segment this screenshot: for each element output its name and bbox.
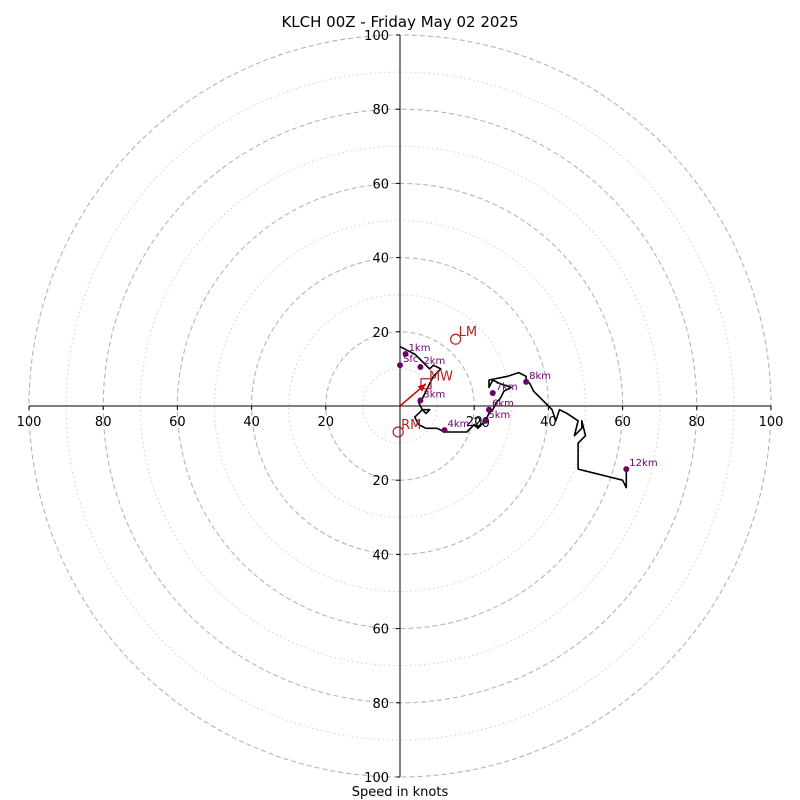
storm-motion-label-RM: RM [401,418,421,433]
x-tick-label: 20 [318,415,335,430]
axes: 100 100 80 80 60 60 40 40 20 20 20 20 40 40 60 60 80 80 10… [17,29,784,786]
x-tick-label: 40 [540,415,557,430]
x-tick-label: 20 [466,415,483,430]
shear-arrow-head [417,383,426,392]
y-tick-label: 60 [372,177,389,192]
height-label-Sfc: Sfc [403,354,418,365]
x-axis-label: Speed in knots [352,785,449,800]
storm-motions: LM MW RM [392,325,477,438]
x-tick-label: 40 [243,415,260,430]
y-tick-label: 20 [372,326,389,341]
height-marker-8km [523,378,530,385]
y-tick-label: 80 [372,103,389,118]
height-marker-5km [482,417,489,424]
storm-motion-MW [420,378,432,390]
y-tick-label: 40 [372,252,389,267]
y-tick-label: 20 [372,474,389,489]
height-marker-6km [486,406,493,413]
hodograph-trace [399,345,628,489]
storm-motion-LM [450,333,462,345]
height-label-3km: 3km [423,389,445,400]
x-tick-label: 100 [17,415,42,430]
y-tick-label: 40 [372,548,389,563]
storm-motion-label-MW: MW [429,370,453,385]
wind-trace [399,345,628,489]
height-marker-3km [417,397,424,404]
x-tick-label: 60 [614,415,631,430]
height-marker-2km [417,364,424,371]
x-tick-label: 60 [169,415,186,430]
chart-title: KLCH 00Z - Friday May 02 2025 [281,13,518,31]
height-marker-12km [623,466,630,473]
height-marker-4km [441,427,448,434]
storm-motion-RM [392,426,404,438]
height-label-1km: 1km [409,343,431,354]
x-tick-label: 80 [95,415,112,430]
height-label-12km: 12km [629,458,657,469]
y-tick-label: 80 [372,697,389,712]
height-marker-7km [489,390,496,397]
height-label-8km: 8km [529,371,551,382]
height-marker-Sfc [397,362,403,369]
storm-motion-label-LM: LM [459,325,477,340]
height-label-4km: 4km [448,419,470,430]
x-tick-label: 80 [689,415,706,430]
height-marker-1km [402,351,409,358]
y-tick-label: 100 [364,29,389,44]
height-label-2km: 2km [423,356,445,367]
height-label-6km: 6km [492,399,514,410]
x-tick-label: 100 [759,415,784,430]
height-label-5km: 5km [488,410,510,421]
y-tick-label: 60 [372,623,389,638]
height-label-7km: 7km [496,382,518,393]
y-tick-label: 100 [364,771,389,786]
